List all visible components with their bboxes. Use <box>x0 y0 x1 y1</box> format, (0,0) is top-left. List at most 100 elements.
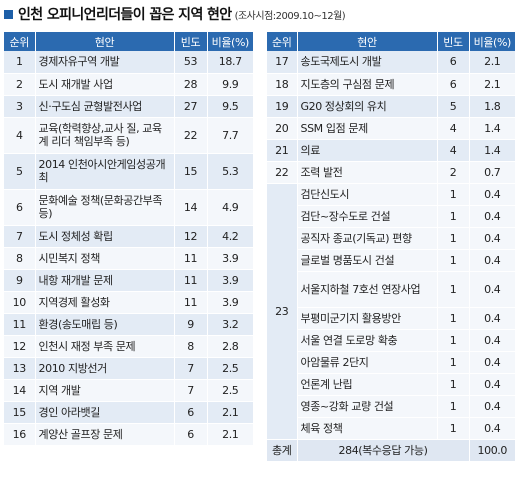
issue-cell: 조력 발전 <box>297 161 438 184</box>
percent-cell: 3.9 <box>207 291 253 314</box>
rank-header: 순위 <box>4 32 36 51</box>
frequency-cell: 22 <box>174 117 208 154</box>
table-row: 영종~강화 교량 건설 1 0.4 <box>267 395 515 418</box>
frequency-header: 빈도 <box>174 32 208 51</box>
issue-cell: 환경(송도매립 등) <box>35 313 175 336</box>
issue-cell: 의료 <box>297 139 438 162</box>
frequency-cell: 1 <box>437 395 470 418</box>
percent-cell: 0.4 <box>469 249 515 272</box>
frequency-cell: 7 <box>174 379 208 402</box>
frequency-cell: 1 <box>437 307 470 330</box>
percent-cell: 2.5 <box>207 357 253 380</box>
rank-cell: 6 <box>4 189 36 226</box>
issue-cell: 도시 정체성 확립 <box>35 225 175 248</box>
issue-cell: 송도국제도시 개발 <box>297 51 438 74</box>
issue-cell: 지역 개발 <box>35 379 175 402</box>
rank-cell: 12 <box>4 335 36 358</box>
issue-cell: 영종~강화 교량 건설 <box>297 395 438 418</box>
issue-cell: 2014 인천아시안게임성공개최 <box>35 153 175 190</box>
percent-cell: 18.7 <box>207 51 253 74</box>
percent-cell: 1.4 <box>469 117 515 140</box>
percent-header: 비율(%) <box>207 32 253 51</box>
table-row: 10 지역경제 활성화 11 3.9 <box>4 291 253 314</box>
percent-cell: 2.1 <box>207 401 253 424</box>
frequency-cell: 11 <box>174 291 208 314</box>
percent-cell: 9.9 <box>207 73 253 96</box>
frequency-cell: 1 <box>437 183 470 206</box>
table-row: 부평미군기지 활용방안 1 0.4 <box>267 307 515 330</box>
table-row: 4 교육(학력향상,교사 질, 교육계 리더 책임부족 등) 22 7.7 <box>4 117 253 154</box>
rank-cell: 9 <box>4 269 36 292</box>
issue-cell: 서울지하철 7호선 연장사업 <box>297 271 438 308</box>
frequency-cell: 11 <box>174 247 208 270</box>
percent-cell: 0.4 <box>469 271 515 308</box>
table-row: 9 내항 재개발 문제 11 3.9 <box>4 269 253 292</box>
issues-table-left: 순위 현안 빈도 비율(%) 1 경제자유구역 개발 53 18.7 2 도시 재개발 사… <box>4 32 253 446</box>
percent-cell: 3.2 <box>207 313 253 336</box>
table-row: 11 환경(송도매립 등) 9 3.2 <box>4 313 253 336</box>
percent-cell: 0.4 <box>469 307 515 330</box>
percent-cell: 4.2 <box>207 225 253 248</box>
percent-cell: 2.1 <box>469 73 515 96</box>
percent-header: 비율(%) <box>469 32 515 51</box>
rank-cell: 1 <box>4 51 36 74</box>
percent-cell: 4.9 <box>207 189 253 226</box>
table-row: 글로벌 명품도시 건설 1 0.4 <box>267 249 515 272</box>
rank-cell: 20 <box>267 117 298 140</box>
table-row: 1 경제자유구역 개발 53 18.7 <box>4 51 253 74</box>
rank-cell: 18 <box>267 73 298 96</box>
issue-cell: 시민복지 정책 <box>35 247 175 270</box>
issue-cell: 계양산 골프장 문제 <box>35 423 175 446</box>
frequency-cell: 15 <box>174 153 208 190</box>
table-row: 14 지역 개발 7 2.5 <box>4 379 253 402</box>
issue-cell: 서울 연결 도로망 확충 <box>297 329 438 352</box>
frequency-cell: 14 <box>174 189 208 226</box>
table-row: 5 2014 인천아시안게임성공개최 15 5.3 <box>4 153 253 190</box>
issue-header: 현안 <box>297 32 438 51</box>
table-row: 17 송도국제도시 개발 6 2.1 <box>267 51 515 74</box>
frequency-cell: 1 <box>437 249 470 272</box>
percent-cell: 1.4 <box>469 139 515 162</box>
table-row: 13 2010 지방선거 7 2.5 <box>4 357 253 380</box>
rank-cell: 21 <box>267 139 298 162</box>
frequency-cell: 6 <box>437 73 470 96</box>
total-label: 총계 <box>267 439 298 462</box>
issue-cell: 지도층의 구심점 문제 <box>297 73 438 96</box>
percent-cell: 3.9 <box>207 247 253 270</box>
issue-cell: 공직자 종교(기독교) 편향 <box>297 227 438 250</box>
issue-cell: 경제자유구역 개발 <box>35 51 175 74</box>
frequency-cell: 1 <box>437 351 470 374</box>
frequency-cell: 6 <box>174 401 208 424</box>
frequency-cell: 2 <box>437 161 470 184</box>
table-row: 8 시민복지 정책 11 3.9 <box>4 247 253 270</box>
table-row: 18 지도층의 구심점 문제 6 2.1 <box>267 73 515 96</box>
table-row: 체육 정책 1 0.4 <box>267 417 515 440</box>
rank-cell: 8 <box>4 247 36 270</box>
issue-cell: 부평미군기지 활용방안 <box>297 307 438 330</box>
table-header-row: 순위 현안 빈도 비율(%) <box>4 32 253 51</box>
table-row: 공직자 종교(기독교) 편향 1 0.4 <box>267 227 515 250</box>
table-row: 12 인천시 재정 부족 문제 8 2.8 <box>4 335 253 358</box>
frequency-cell: 5 <box>437 95 470 118</box>
table-row: 2 도시 재개발 사업 28 9.9 <box>4 73 253 96</box>
table-row: 22 조력 발전 2 0.7 <box>267 161 515 184</box>
issue-cell: 2010 지방선거 <box>35 357 175 380</box>
table-row: 아암물류 2단지 1 0.4 <box>267 351 515 374</box>
frequency-cell: 6 <box>174 423 208 446</box>
rank-cell: 4 <box>4 117 36 154</box>
table-row: 20 SSM 입점 문제 4 1.4 <box>267 117 515 140</box>
percent-cell: 3.9 <box>207 269 253 292</box>
issue-cell: SSM 입점 문제 <box>297 117 438 140</box>
percent-cell: 0.4 <box>469 183 515 206</box>
rank-cell: 22 <box>267 161 298 184</box>
issue-cell: 인천시 재정 부족 문제 <box>35 335 175 358</box>
percent-cell: 9.5 <box>207 95 253 118</box>
issue-cell: 검단신도시 <box>297 183 438 206</box>
table-row: 3 신·구도심 균형발전사업 27 9.5 <box>4 95 253 118</box>
percent-cell: 0.7 <box>469 161 515 184</box>
table-row: 19 G20 정상회의 유치 5 1.8 <box>267 95 515 118</box>
issue-cell: 검단~장수도로 건설 <box>297 205 438 228</box>
rank-cell-23: 23 <box>267 183 298 440</box>
rank-cell: 3 <box>4 95 36 118</box>
frequency-cell: 6 <box>437 51 470 74</box>
